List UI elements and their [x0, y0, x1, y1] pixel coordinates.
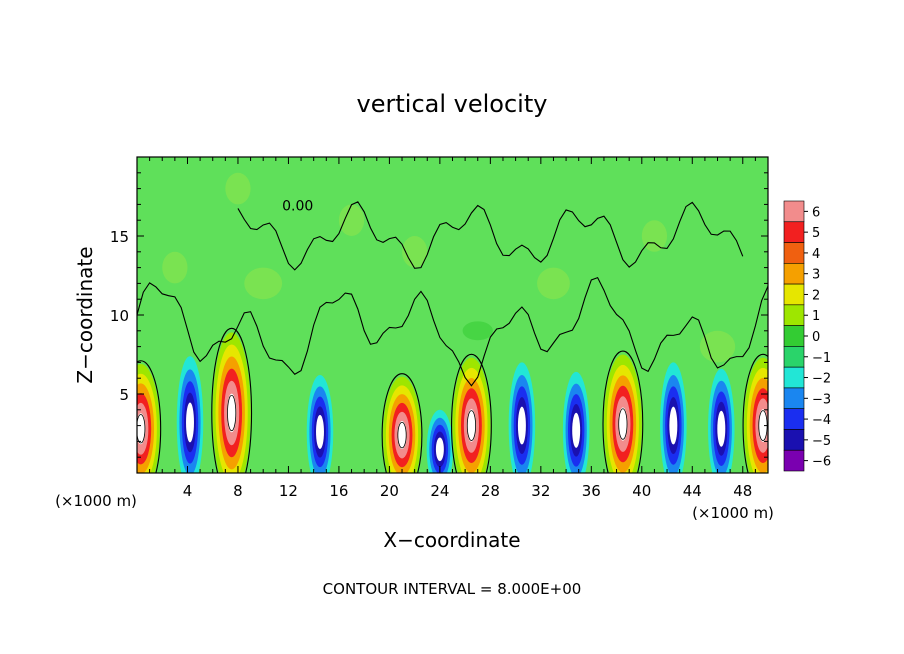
colorbar-label: 1 [812, 309, 820, 324]
x-tick-label: 48 [733, 482, 752, 500]
x-tick-label: 4 [183, 482, 193, 500]
field-texture [402, 236, 428, 268]
colorbar-label: −1 [812, 351, 831, 366]
updraft-cell [742, 353, 768, 473]
y-axis-label: Z−coordinate [73, 246, 97, 383]
colorbar-label: 3 [812, 268, 820, 283]
colorbar-swatch [783, 263, 805, 285]
x-tick-label: 40 [632, 482, 651, 500]
colorbar-label: −2 [812, 372, 831, 387]
colorbar-label: 5 [812, 226, 820, 241]
colorbar-swatch [783, 429, 805, 451]
colorbar-swatch [783, 366, 805, 389]
x-tick-label: 36 [582, 482, 601, 500]
colorbar: 6 5 4 3 2 1 0 −1 −2 −3 −4 −5 −6 [783, 200, 831, 472]
y-tick-label: 5 [119, 386, 129, 404]
colorbar-label: −3 [812, 392, 831, 407]
downdraft-cell [426, 409, 454, 473]
colorbar-label: 4 [812, 247, 820, 262]
field-texture [699, 330, 736, 363]
y-axis: 5 10 15 [110, 172, 768, 458]
colorbar-swatch [783, 242, 805, 264]
updraft-cell [602, 350, 644, 473]
colorbar-label: 2 [812, 288, 820, 303]
x-tick-label: 20 [380, 482, 399, 500]
colorbar-swatch [783, 346, 805, 368]
colorbar-swatch [783, 283, 805, 306]
zero-contour [237, 201, 744, 271]
downdraft-cell [508, 362, 536, 473]
x-tick-label: 12 [279, 482, 298, 500]
downdraft-cell [306, 375, 334, 473]
x-tick-label: 16 [329, 482, 348, 500]
x-tick-label: 32 [531, 482, 550, 500]
y-tick-label: 10 [110, 307, 129, 325]
chart-title: vertical velocity [357, 90, 548, 118]
colorbar-label: 6 [812, 205, 820, 220]
x-axis: 4 8 12 16 20 24 28 32 36 40 44 48 [149, 157, 756, 500]
downdraft-cell [562, 371, 590, 473]
field-texture [641, 220, 668, 252]
plot-area: 0.00 [137, 157, 768, 473]
colorbar-swatch [783, 200, 805, 223]
y-tick-label: 15 [110, 228, 129, 246]
contour-label: 0.00 [282, 199, 313, 215]
colorbar-label: −4 [812, 413, 831, 428]
x-unit-left: (×1000 m) [55, 492, 137, 510]
contour-interval-note: CONTOUR INTERVAL = 8.000E+00 [323, 580, 582, 598]
x-tick-label: 8 [233, 482, 243, 500]
x-tick-label: 28 [481, 482, 500, 500]
colorbar-swatch [783, 221, 805, 243]
updraft-cell [211, 327, 253, 473]
updraft-cell [451, 353, 492, 473]
field-texture [537, 267, 570, 300]
x-tick-label: 44 [683, 482, 702, 500]
x-axis-label: X−coordinate [383, 528, 520, 552]
colorbar-label: 0 [812, 330, 820, 345]
x-unit-right: (×1000 m) [692, 504, 774, 522]
zero-contour [137, 276, 768, 387]
field-texture [225, 172, 251, 205]
updraft-cell [381, 373, 423, 473]
colorbar-label: −5 [812, 434, 831, 449]
field-texture [244, 267, 283, 300]
colorbar-swatch [783, 408, 805, 430]
field-texture [338, 204, 365, 236]
colorbar-swatch [783, 304, 805, 326]
x-tick-label: 24 [430, 482, 449, 500]
downdraft-cell [176, 356, 204, 473]
downdraft-cell [660, 362, 687, 473]
colorbar-swatch [783, 387, 805, 409]
field-texture [462, 321, 493, 341]
colorbar-swatch [783, 449, 805, 472]
updraft-cell [137, 360, 162, 473]
colorbar-swatch [783, 325, 805, 347]
colorbar-label: −6 [812, 455, 831, 470]
field-texture [162, 251, 188, 284]
downdraft-cell [708, 368, 735, 473]
